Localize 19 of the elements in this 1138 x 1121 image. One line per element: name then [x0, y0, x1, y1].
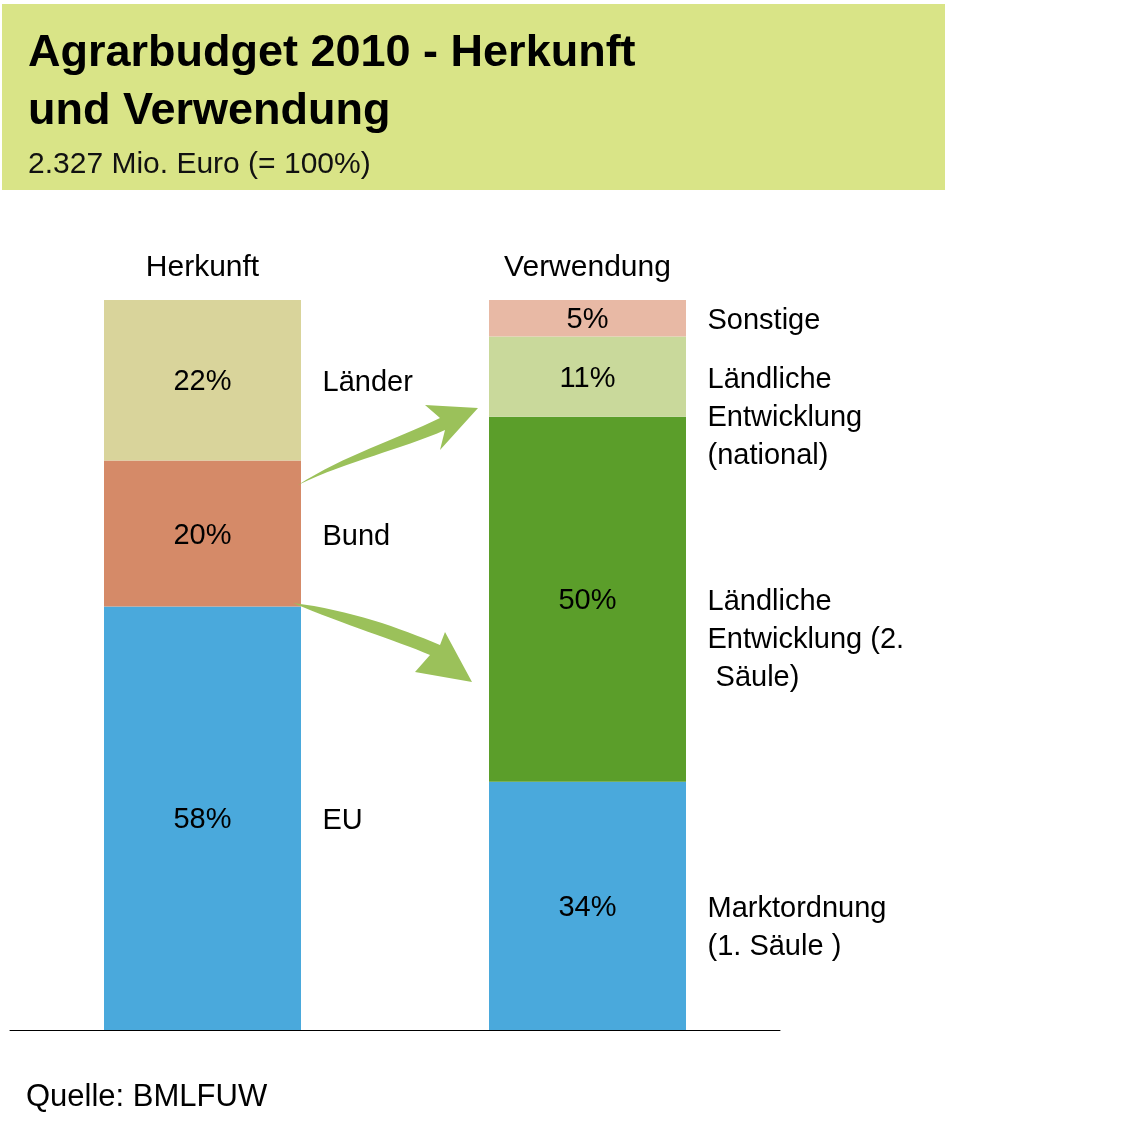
series-label: Sonstige — [707, 303, 821, 336]
series-label: EU — [322, 803, 363, 836]
series-label: Marktordnung (1. Säule ) — [707, 890, 895, 961]
data-label: 50% — [558, 583, 617, 616]
series-label: Ländliche Entwicklung (national) — [707, 361, 871, 470]
source-note: Quelle: BMLFUW — [26, 1078, 268, 1114]
series-label: Länder — [322, 365, 414, 398]
data-label: 22% — [173, 364, 232, 397]
chart-title: Agrarbudget 2010 - Herkunft und Verwendung — [28, 24, 637, 136]
x-tick-label: Verwendung — [504, 248, 671, 282]
series-label: Ländliche Entwicklung (2. Säule) — [707, 584, 905, 693]
data-label: 20% — [173, 517, 232, 550]
data-label: 5% — [566, 302, 609, 335]
series-label: Bund — [322, 518, 391, 551]
data-label: 34% — [558, 889, 617, 922]
data-label: 11% — [559, 360, 616, 393]
data-label: 58% — [173, 802, 232, 835]
x-tick-label: Herkunft — [145, 248, 260, 282]
chart-subtitle: 2.327 Mio. Euro (= 100%) — [28, 146, 371, 180]
